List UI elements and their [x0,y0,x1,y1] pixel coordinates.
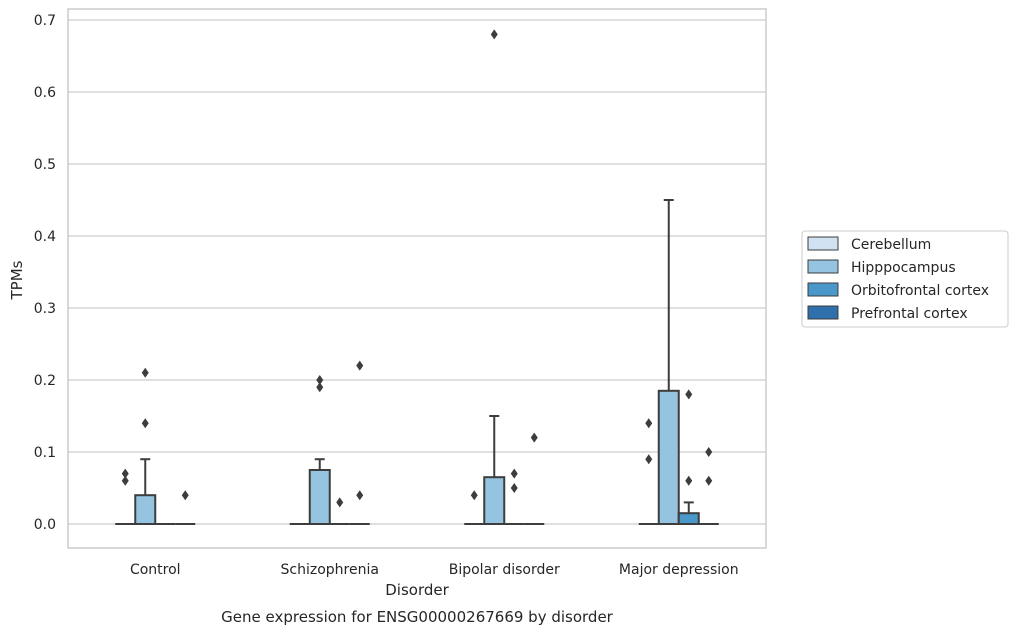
outlier-point [470,490,478,501]
y-tick-labels: 0.0 0.1 0.2 0.3 0.4 0.5 0.6 0.7 [34,13,56,533]
legend: Cerebellum Hipppocampus Orbitofrontal cort… [801,230,1009,328]
outlier-point [356,490,364,501]
legend-label: Prefrontal cortex [851,306,968,322]
box-series [115,199,719,526]
box-hipppocampus-3 [657,199,680,525]
y-tick-label: 0.2 [34,373,56,389]
box-body [483,476,506,526]
outlier-point [490,29,498,40]
outlier-point [645,418,653,429]
box-hipppocampus-1 [308,458,331,525]
x-tick-labels: Control Schizophrenia Bipolar disorder Majo… [130,562,739,578]
outlier-point [356,360,364,371]
box-orbitofrontal-cortex-3 [677,501,700,526]
outlier-point [705,475,713,486]
y-tick-label: 0.3 [34,301,56,317]
outlier-point [510,483,518,493]
legend-swatch [807,305,839,320]
outlier-point [316,382,324,393]
legend-swatch [807,236,839,251]
outlier-point [336,497,344,508]
chart-title: Gene expression for ENSG00000267669 by d… [221,608,614,626]
y-tick-label: 0.4 [34,229,56,245]
box-body [677,512,700,526]
box-hipppocampus-0 [134,458,157,526]
x-tick-label: Control [130,562,181,578]
legend-label: Hipppocampus [851,260,956,276]
box-body [308,469,331,525]
y-axis-label: TPMs [8,260,26,300]
outlier-point [121,468,129,479]
y-tick-label: 0.1 [34,445,56,461]
outlier-point [530,432,538,443]
x-tick-label: Schizophrenia [281,562,379,578]
plot-frame [67,8,767,549]
y-tick-label: 0.0 [34,517,56,533]
x-tick-label: Bipolar disorder [449,562,560,578]
box-body [657,389,680,525]
legend-label: Cerebellum [851,237,931,253]
box-body [134,494,157,526]
legend-swatch [807,259,839,274]
outlier-points [121,29,713,508]
outlier-point [141,418,149,429]
y-tick-label: 0.6 [34,85,56,101]
box-hipppocampus-2 [483,415,506,526]
x-tick-label: Major depression [619,562,739,578]
outlier-point [645,454,653,465]
x-axis-label: Disorder [385,581,449,599]
outlier-point [705,447,713,457]
outlier-point [121,475,129,486]
legend-label: Orbitofrontal cortex [851,283,989,299]
legend-frame [801,230,1009,328]
outlier-point [685,475,693,486]
y-tick-label: 0.5 [34,157,56,173]
outlier-point [141,367,149,378]
outlier-point [181,490,189,501]
y-tick-label: 0.7 [34,13,56,29]
outlier-point [685,389,693,400]
legend-swatch [807,282,839,297]
outlier-point [510,468,518,479]
outlier-point [316,375,324,385]
